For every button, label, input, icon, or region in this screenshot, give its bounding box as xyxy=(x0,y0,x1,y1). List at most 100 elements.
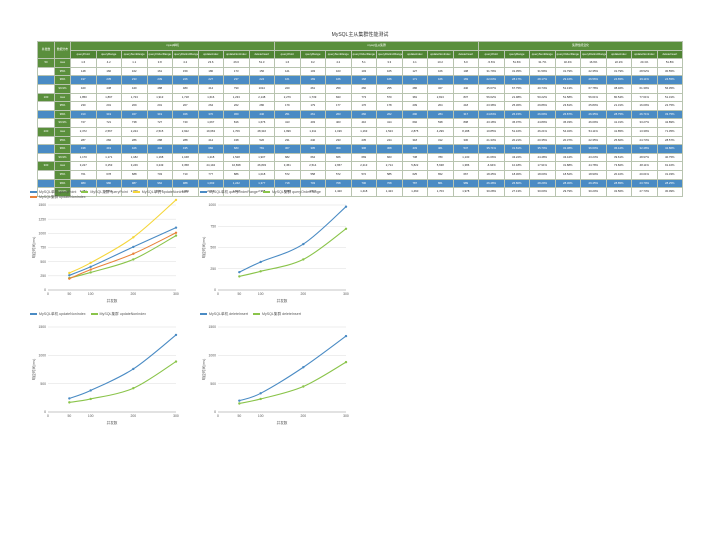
table-cell: 20.01% xyxy=(631,169,658,180)
table-row: 99% 438 419 426 434 435 682 683 781 307 305 309 306 3… xyxy=(37,144,684,154)
table-cell: 39.61% xyxy=(605,152,633,163)
table-cell: 30.09% xyxy=(656,187,684,197)
table-cell: 1,130 xyxy=(452,152,480,163)
table-column-header: deleteInsert xyxy=(452,49,480,60)
x-tick-label: 50 xyxy=(237,414,241,418)
table-cell: 5,822 xyxy=(401,161,429,171)
table-cell: 438 xyxy=(70,144,97,154)
table-cell: 35.71% xyxy=(478,144,505,154)
table-cell: 327 xyxy=(427,83,454,94)
table-cell: 6.0 xyxy=(452,58,480,68)
table-cell: 1,067 xyxy=(197,118,224,128)
table-cell: 488 xyxy=(146,83,173,94)
table-cell: 46.21% xyxy=(529,126,556,137)
data-point xyxy=(302,366,305,369)
y-tick-label: 1000 xyxy=(38,354,46,358)
table-cell: 1.1 xyxy=(121,58,148,68)
table-cell: 67.78% xyxy=(580,83,607,94)
table-cell: 4.2 xyxy=(95,58,122,68)
table-row: 99% 980 980 987 962 988 1,093 1,242 1,377 718 703 7… xyxy=(37,178,684,189)
table-cell: 31.79% xyxy=(605,66,633,77)
table-cell: 740 xyxy=(172,118,199,128)
chart-svg: 0 250 500 750 1000 1250 1500 50 100 200 300 0 并发数 响应时… xyxy=(31,198,179,303)
x-tick-label: 200 xyxy=(130,414,136,418)
data-point xyxy=(132,236,135,239)
table-cell: 708 xyxy=(325,178,352,189)
table-cell: 861 xyxy=(427,178,454,189)
table-cell: 103 xyxy=(325,66,352,77)
table-column-header: queryRange xyxy=(503,49,531,60)
table-cell: 220 xyxy=(274,83,301,94)
table-cell: 327 xyxy=(121,109,148,120)
table-cell: 1,703 xyxy=(427,187,454,197)
series-line xyxy=(239,206,347,273)
table-cell: 280 xyxy=(248,101,276,111)
legend-swatch xyxy=(30,313,37,315)
series-line xyxy=(69,227,177,276)
table-column-header: querySumRange xyxy=(121,49,148,60)
table-cell: 28.30% xyxy=(554,178,582,189)
data-point xyxy=(238,270,241,274)
table-cell: 319 xyxy=(146,109,173,120)
table-cell: 24.55% xyxy=(656,75,684,85)
table-column-header: updateIndex xyxy=(197,49,224,60)
table-cell: 572 xyxy=(325,169,352,180)
table-cell: 414 xyxy=(376,118,403,128)
table-cell: 54.32% xyxy=(554,126,582,137)
table-column-header: deleteInsert xyxy=(248,49,276,60)
concurrency-cell xyxy=(37,83,55,94)
concurrency-cell xyxy=(37,109,55,120)
legend-label: MySQL集群 updateNonIndex xyxy=(39,195,86,199)
table-cell: 26.69% xyxy=(529,109,556,120)
table-cell: 108 xyxy=(452,66,480,77)
table-cell: 160 xyxy=(95,66,122,77)
table-cell: 28,316 xyxy=(248,126,276,137)
table-cell: 171 xyxy=(401,75,429,85)
table-cell: 413 xyxy=(274,118,301,128)
percentile-cell: 99.9% xyxy=(54,83,71,94)
data-point xyxy=(89,397,92,401)
table-cell: 663 xyxy=(376,152,403,163)
table-cell: 21.33% xyxy=(478,135,505,146)
table-row: 100 max 1,850 1,897 1,723 1,913 1,718 1,616 1,23… xyxy=(37,92,684,103)
data-point xyxy=(89,261,92,264)
page-title: MySQL主从集群性能测试 xyxy=(331,32,389,38)
table-cell: 263 xyxy=(325,109,352,120)
y-tick-label: 1000 xyxy=(208,203,216,207)
table-cell: 317 xyxy=(452,109,480,120)
table-cell: 1,907 xyxy=(248,152,276,163)
table-cell: 403 xyxy=(325,118,352,128)
data-point xyxy=(238,402,241,405)
table-cell: 32.4% xyxy=(554,58,582,68)
legend-label: MySQL单机 queryPoint xyxy=(39,190,77,194)
chart-svg: 0 500 1000 1500 50 100 200 300 0 并发数 响应时间(ms) xyxy=(31,325,179,425)
table-cell: 244 xyxy=(376,135,403,146)
table-cell: 18.30% xyxy=(503,169,531,180)
table-cell: 255 xyxy=(376,83,403,94)
table-cell: 260 xyxy=(350,83,378,94)
table-cell: 886 xyxy=(223,169,250,180)
table-cell: 19,663 xyxy=(197,126,224,137)
table-cell: 1,739 xyxy=(299,92,327,103)
table-cell: 419 xyxy=(95,144,122,154)
table-cell: 2,148 xyxy=(248,92,276,103)
table-cell: 667 xyxy=(452,169,480,180)
series-line xyxy=(239,228,347,277)
concurrency-cell xyxy=(37,135,55,146)
table-cell: 161 xyxy=(146,66,173,77)
legend-item: MySQL单机 queryOrderRange xyxy=(200,190,258,195)
table-column-header: updateIndex xyxy=(401,49,429,60)
chart-legend: MySQL单机 queryPoint MySQL集群 queryPoint MySQ… xyxy=(30,190,220,200)
table-cell: 703 xyxy=(146,169,173,180)
concurrency-cell xyxy=(37,101,55,111)
table-cell: 260 xyxy=(350,109,378,120)
legend-item: MySQL集群 queryOrderRange xyxy=(262,190,321,195)
table-cell: 572 xyxy=(274,169,301,180)
data-point xyxy=(259,270,262,273)
data-point xyxy=(68,401,71,404)
table-cell: 148 xyxy=(70,66,97,77)
table-cell: 1,528 xyxy=(223,152,250,163)
table-cell: 2,813 xyxy=(427,92,454,103)
y-tick-label: 1000 xyxy=(38,232,46,236)
concurrency-cell xyxy=(37,152,55,163)
